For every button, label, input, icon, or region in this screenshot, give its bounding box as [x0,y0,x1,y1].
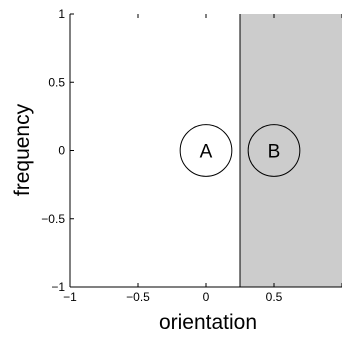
point-a-label: A [200,142,213,163]
x-tick-label: −0.5 [126,290,150,304]
y-tick-label: −0.5 [41,212,65,226]
y-tick-label: 0.5 [48,75,65,89]
shaded-region [240,14,342,287]
point-b-label: B [268,142,281,163]
x-tick-label: 0 [203,290,210,304]
x-tick-label: −1 [63,290,77,304]
x-axis-label: orientation [159,311,257,334]
y-tick-label: −1 [51,280,65,294]
y-tick-label: 0 [58,144,65,158]
y-tick-label: 1 [58,7,65,21]
axis-ticks: −1 −0.5 0 0.5 −1 −0.5 0 0.5 1 [41,7,342,304]
y-axis-label: frequency [11,103,34,196]
point-b-marker [247,124,301,177]
x-tick-label: 0.5 [266,290,283,304]
point-a-marker [179,124,233,177]
